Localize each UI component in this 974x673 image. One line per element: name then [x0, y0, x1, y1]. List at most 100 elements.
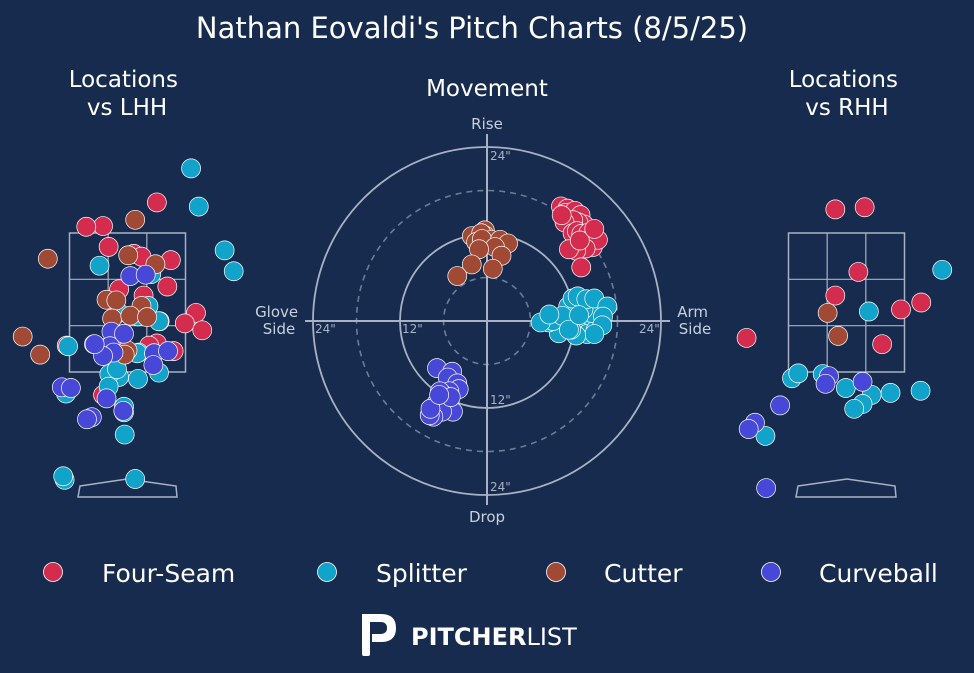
lhh-point-splitter-3 — [89, 255, 110, 276]
movement-point-splitter-31 — [539, 304, 560, 325]
movement-panel-title: Movement — [426, 76, 548, 102]
lhh-point-cutter-6 — [106, 290, 127, 311]
figure-title: Nathan Eovaldi's Pitch Charts (8/5/25) — [196, 11, 748, 45]
movement-plot: Rise Drop Glove Side Arm Side 24" 12" 24… — [255, 115, 713, 526]
legend-swatch-splitter — [317, 562, 337, 582]
legend-label-cutter: Cutter — [604, 559, 683, 588]
legend-swatch-curveball — [761, 562, 781, 582]
movement-point-four-seam-21 — [584, 219, 605, 239]
rhh-point-splitter-8 — [910, 380, 931, 401]
lhh-point-curveball-13 — [61, 378, 81, 398]
movement-point-curveball-17 — [429, 385, 449, 405]
lhh-point-splitter-5 — [223, 261, 244, 282]
rhh-title-line-1: Locations — [789, 67, 898, 93]
lhh-point-cutter-0 — [37, 248, 58, 269]
legend-entry-curveball: Curveball — [761, 559, 938, 588]
lhh-point-splitter-15 — [128, 369, 148, 389]
lhh-point-cutter-11 — [30, 344, 51, 365]
rhh-point-splitter-5 — [788, 363, 809, 384]
rhh-point-curveball-1 — [852, 371, 873, 392]
lhh-point-four-seam-0 — [93, 216, 113, 236]
rhh-point-four-seam-1 — [854, 197, 875, 218]
legend-label-splitter: Splitter — [376, 559, 468, 588]
movement-label-rise: Rise — [471, 115, 503, 133]
lhh-points — [12, 158, 244, 490]
lhh-point-cutter-10 — [12, 326, 33, 347]
legend-swatch-four-seam — [43, 562, 63, 582]
rhh-home-plate — [795, 478, 897, 498]
rhh-points — [736, 197, 953, 498]
rhh-point-curveball-6 — [756, 478, 776, 498]
tick-top-24: 24" — [490, 149, 511, 163]
movement-point-four-seam-22 — [551, 205, 572, 225]
rhh-panel-title: Locations vs RHH — [789, 67, 906, 121]
lhh-point-cutter-8 — [120, 305, 141, 326]
rhh-point-cutter-0 — [817, 303, 838, 323]
lhh-point-splitter-1 — [188, 196, 209, 217]
pitcherlist-wordmark: PITCHERLIST — [411, 623, 577, 651]
lhh-point-curveball-7 — [84, 334, 105, 355]
rhh-point-four-seam-3 — [825, 285, 846, 306]
pitcherlist-logo: PITCHERLIST — [362, 614, 577, 656]
lhh-point-curveball-1 — [114, 323, 134, 344]
legend-swatch-cutter — [546, 562, 566, 582]
rhh-point-splitter-11 — [844, 398, 865, 419]
tick-bottom-12: 12" — [490, 393, 511, 407]
movement-point-four-seam-20 — [569, 230, 590, 251]
lhh-point-curveball-15 — [113, 401, 134, 421]
lhh-point-four-seam-1 — [76, 216, 97, 237]
wordmark-bold: PITCHER — [411, 623, 526, 651]
legend: Four-Seam Splitter Cutter Curveball — [43, 559, 938, 588]
glove-side-line-2: Side — [263, 320, 295, 338]
rhh-point-splitter-9 — [755, 426, 776, 446]
tick-left-12: 12" — [402, 322, 423, 336]
lhh-point-cutter-9 — [137, 307, 157, 327]
lhh-point-splitter-23 — [114, 424, 135, 445]
arm-side-line-1: Arm — [677, 303, 708, 321]
lhh-point-cutter-1 — [125, 209, 146, 230]
lhh-title-line-2: vs LHH — [87, 95, 167, 121]
movement-point-cutter-14 — [447, 266, 468, 286]
legend-label-four-seam: Four-Seam — [102, 559, 235, 588]
rhh-point-four-seam-2 — [848, 262, 869, 282]
lhh-point-splitter-26 — [53, 466, 74, 487]
rhh-point-four-seam-7 — [872, 334, 892, 355]
movement-point-four-seam-19 — [571, 257, 592, 278]
lhh-point-curveball-10 — [158, 341, 178, 361]
rhh-title-line-2: vs RHH — [805, 95, 888, 121]
lhh-point-four-seam-2 — [146, 192, 167, 213]
movement-point-splitter-32 — [559, 319, 579, 340]
movement-point-splitter-23 — [584, 324, 605, 344]
rhh-point-four-seam-6 — [736, 328, 757, 348]
lhh-point-splitter-10 — [58, 336, 78, 357]
lhh-location-plot — [12, 158, 244, 498]
lhh-point-curveball-17 — [77, 409, 97, 430]
lhh-point-four-seam-13 — [192, 320, 213, 341]
movement-points — [419, 196, 618, 427]
rhh-point-cutter-1 — [828, 326, 848, 346]
lhh-title-line-1: Locations — [69, 67, 178, 93]
movement-label-arm-side: Arm Side — [677, 303, 713, 338]
rhh-point-curveball-5 — [738, 419, 759, 439]
lhh-point-splitter-25 — [125, 469, 146, 489]
legend-entry-cutter: Cutter — [546, 559, 683, 588]
lhh-home-plate — [77, 478, 178, 498]
movement-point-cutter-12 — [482, 258, 503, 279]
tick-left-24: 24" — [315, 322, 336, 336]
rhh-point-four-seam-4 — [891, 299, 911, 320]
lhh-point-curveball-3 — [135, 264, 156, 285]
rhh-point-splitter-0 — [932, 259, 953, 280]
rhh-point-splitter-1 — [859, 301, 879, 322]
rhh-point-four-seam-5 — [911, 292, 932, 313]
movement-label-glove-side: Glove Side — [255, 303, 303, 338]
glove-side-line-1: Glove — [255, 303, 298, 321]
rhh-point-four-seam-0 — [825, 199, 846, 220]
lhh-point-cutter-2 — [118, 245, 139, 266]
lhh-point-curveball-14 — [96, 388, 117, 409]
rhh-point-curveball-2 — [815, 373, 836, 394]
wordmark-light: LIST — [526, 623, 577, 651]
movement-label-drop: Drop — [469, 508, 505, 526]
rhh-point-splitter-6 — [880, 383, 901, 403]
movement-point-splitter-33 — [569, 305, 589, 326]
